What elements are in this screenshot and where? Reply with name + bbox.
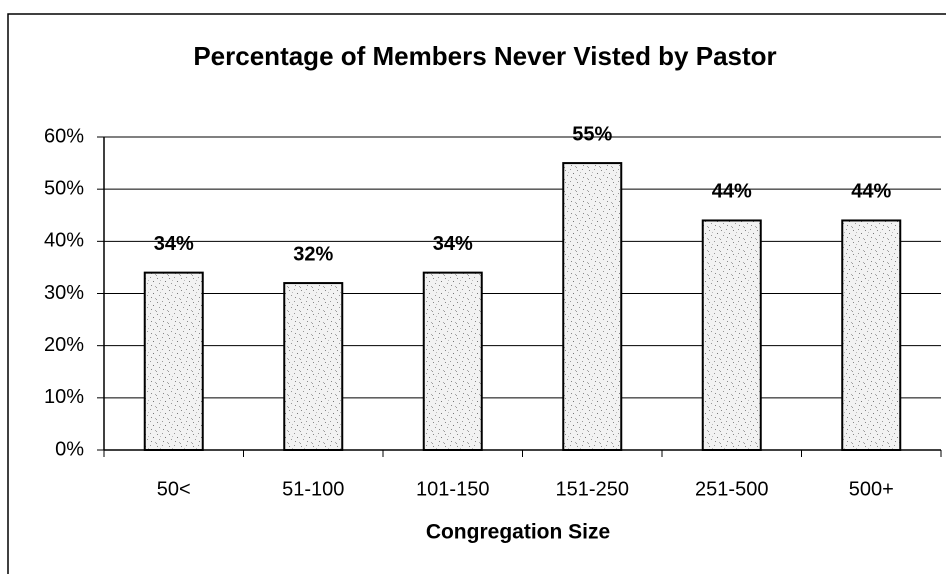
chart-frame [7,13,946,574]
value-label: 32% [293,243,333,265]
y-tick-label: 10% [44,386,84,408]
y-tick-label: 0% [55,438,84,460]
bar [701,219,762,451]
y-tick-label: 30% [44,282,84,304]
value-label: 44% [712,181,752,203]
y-tick-label: 40% [44,230,84,252]
bar [283,282,344,452]
x-tick-label: 50< [157,478,191,500]
value-label: 34% [433,233,473,255]
bar [143,271,204,451]
y-tick-label: 50% [44,177,84,199]
y-tick-label: 60% [44,125,84,147]
y-tick-label: 20% [44,334,84,356]
value-label: 55% [572,123,612,145]
x-tick-label: 500+ [849,478,894,500]
value-label: 44% [851,181,891,203]
x-tick-label: 251-500 [695,478,768,500]
x-tick-label: 101-150 [416,478,489,500]
x-tick-label: 51-100 [282,478,344,500]
x-axis-title: Congregation Size [426,521,610,544]
bar [422,271,483,451]
value-label: 34% [154,233,194,255]
chart-title: Percentage of Members Never Visted by Pa… [193,41,776,71]
bar [841,219,902,451]
bar [562,162,623,451]
x-tick-label: 151-250 [556,478,629,500]
